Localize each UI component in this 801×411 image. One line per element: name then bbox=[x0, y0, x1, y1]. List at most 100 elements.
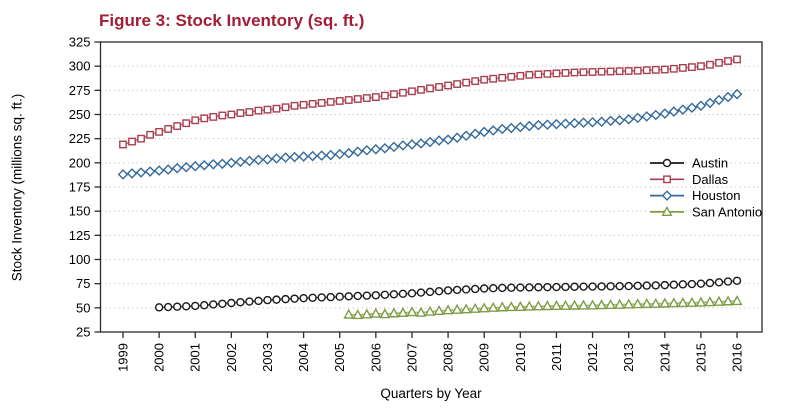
y-tick-label: 25 bbox=[76, 325, 90, 340]
marker-diamond bbox=[352, 146, 364, 158]
marker-circle bbox=[281, 294, 290, 304]
marker-triangle bbox=[677, 297, 689, 308]
marker-circle bbox=[579, 282, 588, 291]
y-tick-label: 225 bbox=[69, 131, 91, 146]
marker-square bbox=[317, 98, 326, 107]
marker-diamond bbox=[722, 91, 734, 103]
marker-diamond bbox=[280, 152, 291, 163]
marker-square bbox=[281, 103, 290, 112]
marker-triangle bbox=[388, 307, 400, 318]
marker-diamond bbox=[487, 125, 499, 136]
marker-diamond bbox=[208, 158, 219, 170]
y-tick-label: 50 bbox=[76, 300, 90, 315]
marker-circle bbox=[163, 302, 173, 312]
marker-square bbox=[335, 97, 344, 105]
marker-diamond bbox=[542, 119, 553, 130]
marker-diamond bbox=[135, 167, 147, 178]
marker-circle bbox=[669, 280, 679, 289]
marker-circle bbox=[723, 277, 733, 286]
marker-triangle bbox=[505, 301, 517, 312]
x-tick-label: 2001 bbox=[188, 343, 203, 372]
marker-circle bbox=[507, 283, 516, 292]
x-tick-label: 2003 bbox=[260, 343, 275, 372]
marker-triangle bbox=[406, 306, 418, 317]
marker-square bbox=[182, 119, 191, 128]
marker-triangle bbox=[424, 305, 436, 316]
marker-diamond bbox=[442, 134, 454, 145]
marker-circle bbox=[254, 296, 263, 306]
marker-square bbox=[462, 78, 471, 87]
marker-circle bbox=[498, 283, 507, 293]
marker-circle bbox=[344, 292, 353, 301]
marker-triangle bbox=[578, 299, 590, 310]
marker-triangle bbox=[370, 307, 382, 318]
x-tick-label: 2007 bbox=[404, 343, 419, 372]
marker-circle bbox=[154, 303, 164, 312]
marker-triangle bbox=[632, 298, 644, 309]
marker-diamond bbox=[661, 190, 673, 201]
y-tick-label: 175 bbox=[69, 180, 91, 195]
marker-circle bbox=[209, 300, 218, 309]
marker-square bbox=[326, 98, 335, 106]
marker-circle bbox=[615, 281, 624, 291]
marker-square bbox=[128, 137, 136, 146]
marker-diamond bbox=[289, 151, 300, 163]
marker-triangle bbox=[451, 303, 463, 314]
marker-diamond bbox=[451, 132, 463, 143]
marker-diamond bbox=[713, 94, 725, 106]
marker-diamond bbox=[695, 100, 707, 112]
marker-circle bbox=[362, 291, 372, 300]
marker-circle bbox=[588, 282, 597, 291]
marker-diamond bbox=[569, 117, 580, 129]
x-tick-label: 2010 bbox=[513, 343, 528, 372]
marker-circle bbox=[480, 284, 489, 293]
legend-label: Houston bbox=[692, 188, 740, 203]
marker-square bbox=[534, 70, 543, 79]
marker-diamond bbox=[217, 158, 228, 170]
y-tick-label: 325 bbox=[69, 35, 91, 50]
x-tick-label: 2006 bbox=[368, 343, 383, 372]
marker-circle bbox=[218, 299, 227, 308]
marker-triangle bbox=[559, 299, 571, 310]
marker-square bbox=[597, 67, 606, 76]
marker-diamond bbox=[533, 119, 544, 131]
marker-diamond bbox=[641, 111, 653, 122]
marker-diamond bbox=[361, 144, 373, 156]
marker-circle bbox=[461, 285, 471, 294]
y-tick-label: 75 bbox=[76, 276, 90, 291]
marker-square bbox=[516, 71, 525, 80]
marker-triangle bbox=[661, 205, 673, 216]
marker-circle bbox=[443, 286, 453, 295]
marker-circle bbox=[200, 301, 209, 310]
marker-diamond bbox=[244, 155, 255, 167]
marker-circle bbox=[732, 276, 742, 285]
x-tick-label: 2015 bbox=[693, 343, 708, 372]
marker-square bbox=[362, 94, 371, 102]
marker-square bbox=[507, 72, 516, 81]
marker-square bbox=[417, 85, 425, 94]
marker-triangle bbox=[641, 298, 653, 309]
marker-circle bbox=[416, 288, 426, 297]
marker-square bbox=[344, 96, 353, 104]
marker-diamond bbox=[397, 140, 409, 151]
marker-diamond bbox=[704, 97, 716, 109]
marker-triangle bbox=[704, 296, 716, 307]
marker-circle bbox=[308, 293, 317, 302]
marker-triangle bbox=[587, 299, 599, 310]
marker-triangle bbox=[541, 300, 553, 311]
marker-square bbox=[552, 69, 561, 78]
marker-square bbox=[624, 67, 633, 75]
marker-square bbox=[371, 93, 380, 102]
marker-diamond bbox=[406, 139, 418, 150]
marker-square bbox=[471, 77, 480, 86]
marker-triangle bbox=[514, 300, 526, 311]
marker-triangle bbox=[496, 301, 508, 312]
marker-circle bbox=[299, 293, 308, 303]
marker-triangle bbox=[460, 303, 472, 314]
marker-diamond bbox=[578, 117, 589, 129]
marker-triangle bbox=[478, 302, 490, 313]
marker-diamond bbox=[343, 147, 355, 159]
marker-diamond bbox=[307, 150, 318, 162]
marker-circle bbox=[470, 284, 480, 294]
